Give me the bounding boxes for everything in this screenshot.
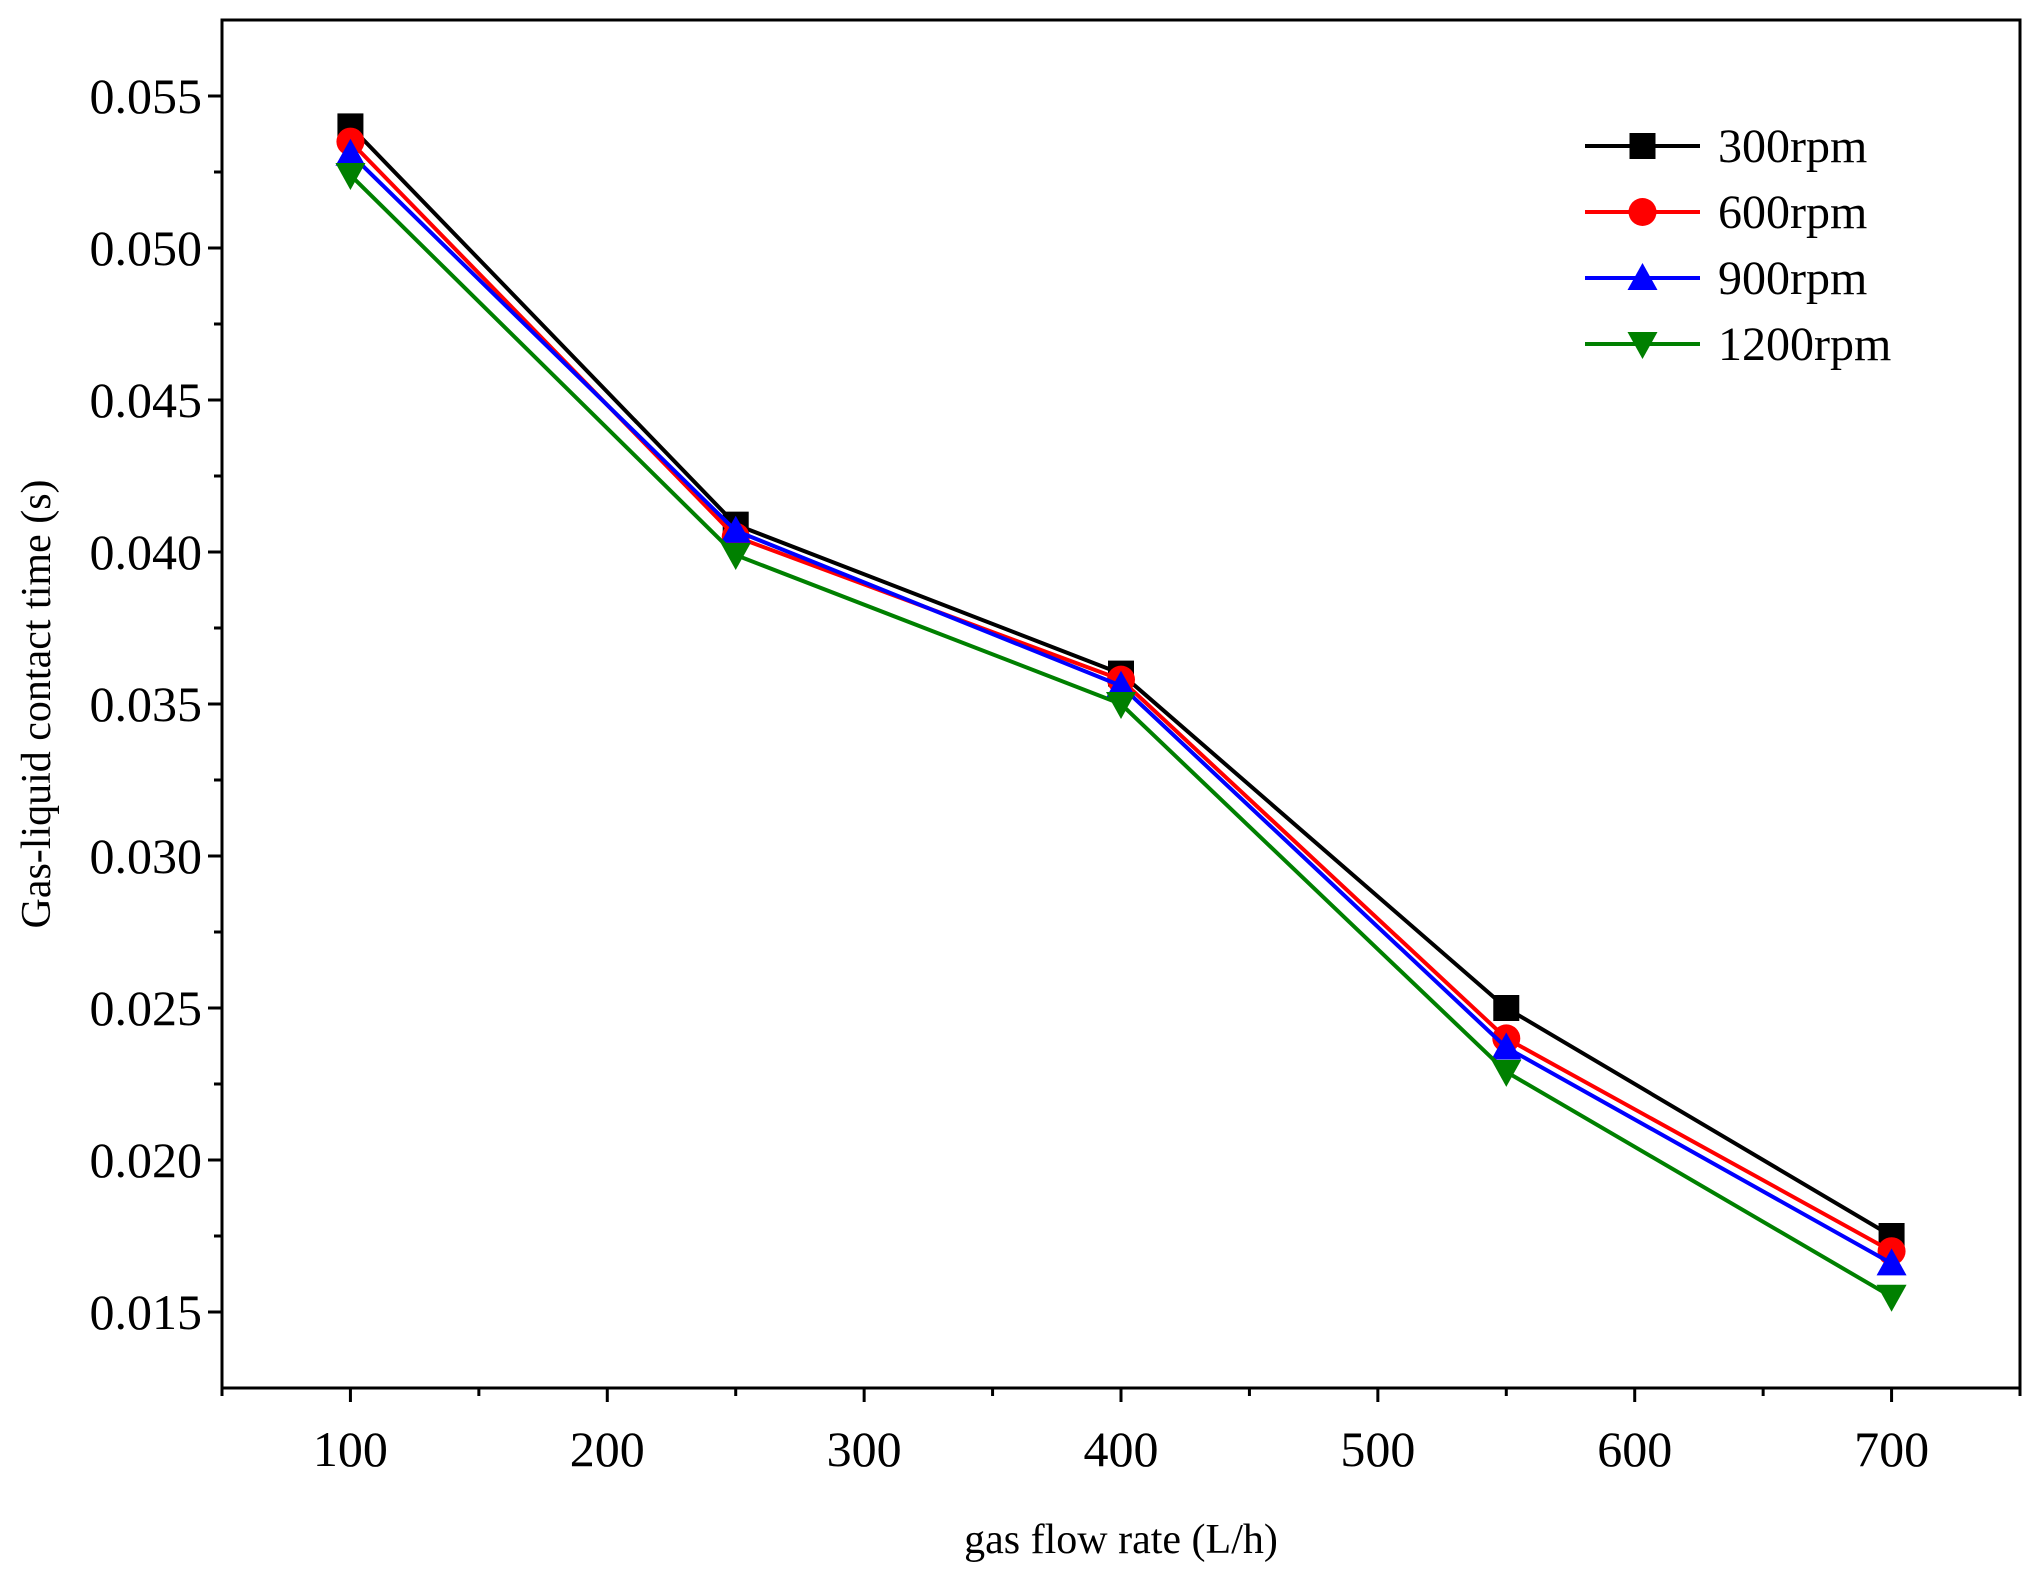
- legend-label: 900rpm: [1718, 252, 1867, 305]
- legend-label: 1200rpm: [1718, 318, 1891, 371]
- data-point-1200rpm: [720, 543, 751, 571]
- y-axis-tick-labels: 0.015 0.020 0.025 0.030 0.035 0.040 0.045 0.050…: [90, 68, 203, 1340]
- legend-marker: [1628, 198, 1657, 226]
- x-tick-label: 100: [313, 1421, 388, 1477]
- data-point-300rpm: [1493, 995, 1520, 1021]
- legend-label: 600rpm: [1718, 186, 1867, 239]
- series-1200rpm: [335, 163, 1907, 1312]
- series-layer: [335, 113, 1907, 1312]
- data-point-900rpm: [1876, 1248, 1907, 1276]
- data-point-1200rpm: [1491, 1059, 1522, 1087]
- data-point-900rpm: [1106, 670, 1136, 698]
- x-axis-tick-labels: 100 200 300 400 500 600 700: [313, 1421, 1929, 1477]
- x-axis-ticks: [220, 1388, 2022, 1402]
- data-point-900rpm: [335, 138, 366, 166]
- x-tick-label: 200: [570, 1421, 645, 1477]
- y-axis-title: Gas-liquid contact time (s): [14, 479, 60, 928]
- data-point-900rpm: [720, 515, 751, 543]
- x-tick-label: 600: [1597, 1421, 1672, 1477]
- y-tick-label: 0.025: [90, 980, 203, 1036]
- y-tick-label: 0.045: [90, 372, 203, 428]
- legend-marker: [1627, 332, 1658, 359]
- y-tick-label: 0.030: [90, 828, 203, 884]
- legend-entry: 1200rpm: [1585, 318, 1891, 371]
- legend-entry: 900rpm: [1585, 252, 1867, 305]
- legend-marker: [1629, 133, 1656, 159]
- legend-marker: [1627, 263, 1658, 290]
- y-tick-label: 0.040: [90, 524, 203, 580]
- data-point-1200rpm: [335, 163, 366, 191]
- x-tick-label: 700: [1854, 1421, 1929, 1477]
- y-tick-label: 0.055: [90, 68, 203, 124]
- x-tick-label: 500: [1340, 1421, 1415, 1477]
- y-axis-ticks: [208, 94, 222, 1314]
- legend: 300rpm 600rpm 900rpm 1200rpm: [1585, 120, 1891, 371]
- x-axis-title: gas flow rate (L/h): [964, 1517, 1278, 1563]
- legend-label: 300rpm: [1718, 120, 1867, 173]
- y-tick-label: 0.035: [90, 676, 203, 732]
- data-point-1200rpm: [1876, 1284, 1907, 1312]
- legend-entry: 300rpm: [1585, 120, 1867, 173]
- legend-entry: 600rpm: [1585, 186, 1867, 239]
- x-tick-label: 300: [827, 1421, 902, 1477]
- data-point-900rpm: [1491, 1032, 1522, 1060]
- x-tick-label: 400: [1084, 1421, 1159, 1477]
- data-point-1200rpm: [1106, 692, 1136, 719]
- y-tick-label: 0.050: [90, 220, 203, 276]
- y-tick-label: 0.020: [90, 1132, 203, 1188]
- series-900rpm: [335, 138, 1907, 1276]
- y-tick-label: 0.015: [90, 1284, 203, 1340]
